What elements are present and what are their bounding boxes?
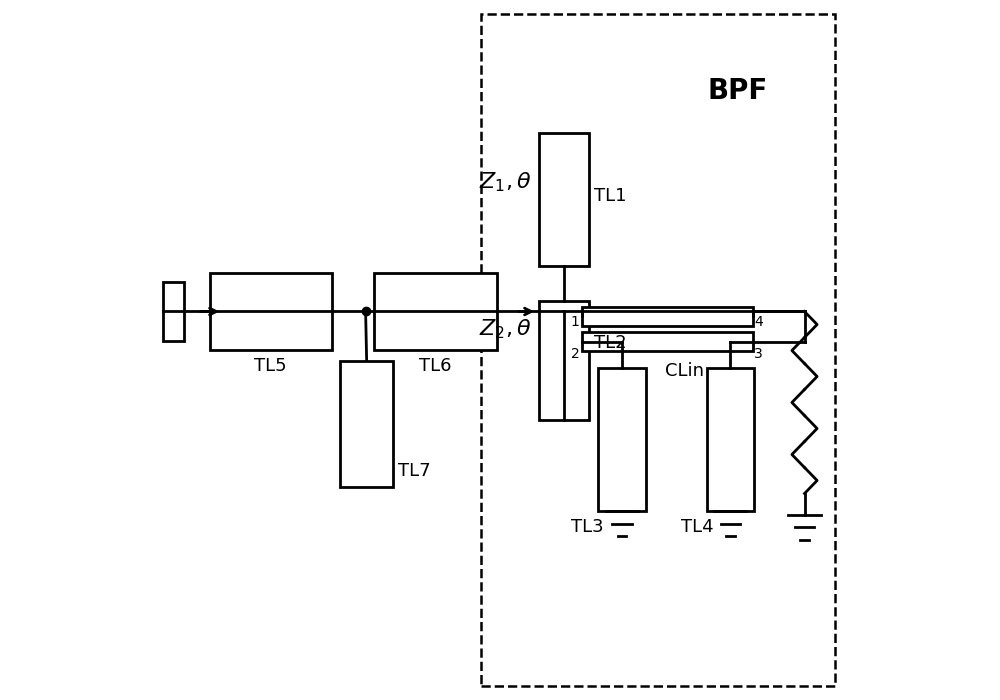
Text: BPF: BPF <box>708 77 768 105</box>
Text: TL1: TL1 <box>594 187 627 205</box>
Text: 4: 4 <box>754 315 763 329</box>
Bar <box>539 301 589 420</box>
Text: 2: 2 <box>571 346 580 360</box>
Bar <box>163 282 184 341</box>
Text: TL4: TL4 <box>681 518 714 536</box>
Text: 3: 3 <box>754 346 763 360</box>
Bar <box>210 273 332 350</box>
Text: $Z_2,\theta$: $Z_2,\theta$ <box>479 317 532 341</box>
Text: TL2: TL2 <box>594 334 627 352</box>
Text: $Z_1,\theta$: $Z_1,\theta$ <box>479 170 532 194</box>
Text: TL3: TL3 <box>571 518 604 536</box>
Bar <box>340 360 393 486</box>
Text: TL6: TL6 <box>419 357 452 375</box>
Bar <box>598 368 646 511</box>
Text: CLin: CLin <box>664 362 704 380</box>
Bar <box>706 368 754 511</box>
Text: TL7: TL7 <box>398 462 431 480</box>
Text: 1: 1 <box>571 315 580 329</box>
Bar <box>582 332 753 351</box>
Bar <box>539 133 589 266</box>
Bar <box>582 307 753 326</box>
Text: TL5: TL5 <box>254 357 287 375</box>
Bar <box>374 273 496 350</box>
Bar <box>481 14 835 686</box>
